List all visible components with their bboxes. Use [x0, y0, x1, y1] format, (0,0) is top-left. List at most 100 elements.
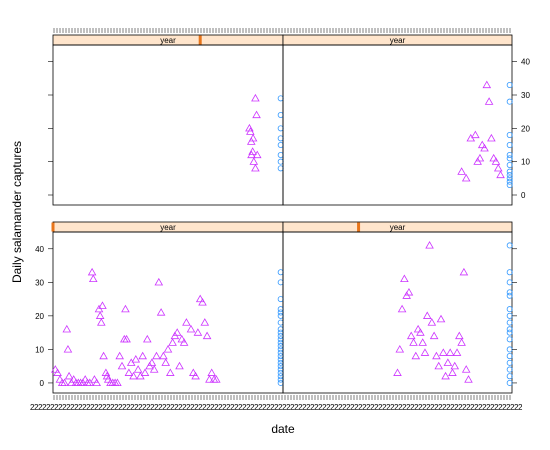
- x-tick-label: 2: [74, 403, 79, 412]
- data-point: [277, 141, 284, 148]
- data-point: [245, 123, 254, 132]
- data-point: [429, 331, 439, 340]
- x-tick-label: 2: [314, 403, 319, 412]
- x-tick-label: 2: [382, 403, 387, 412]
- x-tick-label: 2: [338, 403, 343, 412]
- data-point: [87, 267, 97, 276]
- data-point: [413, 324, 423, 333]
- x-tick-label: 2: [326, 403, 331, 412]
- data-point: [277, 269, 284, 276]
- panel-frame: [52, 231, 284, 394]
- x-tick-label: 2: [342, 403, 347, 412]
- data-point: [138, 351, 147, 360]
- x-tick-label: 2: [222, 403, 227, 412]
- data-point: [101, 368, 111, 376]
- x-tick-label: 2: [146, 403, 151, 412]
- x-axis-title: date: [271, 422, 295, 436]
- x-tick-label: 2: [58, 403, 63, 412]
- y-tick-label: 0: [40, 379, 45, 388]
- x-tick-label: 2: [38, 403, 43, 412]
- x-tick-label: 2: [174, 403, 179, 412]
- strip-label: year: [160, 223, 176, 232]
- strip-level-marker: [51, 222, 55, 232]
- data-point: [182, 318, 191, 326]
- x-tick-label: 2: [166, 403, 171, 412]
- data-point: [129, 371, 138, 380]
- x-tick-label: 2: [478, 403, 483, 412]
- x-tick-label: 2: [322, 403, 327, 412]
- y-tick-label: 20: [35, 312, 44, 321]
- y-axis-left: [48, 61, 53, 196]
- x-tick-label: 2: [230, 403, 235, 412]
- data-point: [98, 301, 107, 309]
- series-triangle: [51, 267, 221, 387]
- x-tick-label: 2: [242, 403, 247, 412]
- data-point: [506, 346, 513, 353]
- data-point: [404, 287, 414, 296]
- data-point: [163, 344, 173, 353]
- x-tick-label: 2: [202, 403, 207, 412]
- x-tick-label: 2: [306, 403, 311, 412]
- x-tick-label: 2: [430, 403, 435, 412]
- x-tick-label: 2: [114, 403, 119, 412]
- x-tick-label: 2: [294, 403, 299, 412]
- data-point: [493, 163, 503, 172]
- x-tick-label: 2: [310, 403, 315, 412]
- x-tick-label: 2: [126, 403, 131, 412]
- x-tick-label: 2: [494, 403, 499, 412]
- data-point: [166, 368, 175, 376]
- data-point: [477, 140, 487, 149]
- x-tick-label: 2: [186, 403, 191, 412]
- x-tick-label: 2: [466, 403, 471, 412]
- data-point: [496, 170, 505, 179]
- x-tick-label: 2: [278, 403, 283, 412]
- data-point: [506, 292, 513, 299]
- data-point: [506, 131, 513, 138]
- data-point: [452, 348, 462, 356]
- x-tick-label: 2: [346, 403, 351, 412]
- x-tick-label: 2: [158, 403, 163, 412]
- x-tick-label: 2: [438, 403, 443, 412]
- strip-label: year: [160, 36, 176, 45]
- data-point: [506, 141, 513, 148]
- data-point: [506, 82, 513, 89]
- data-point: [277, 319, 284, 326]
- data-point: [124, 368, 134, 376]
- data-point: [506, 326, 513, 333]
- x-tick-label: 2: [406, 403, 411, 412]
- y-tick-label: 10: [521, 158, 530, 167]
- data-point: [506, 319, 513, 326]
- x-tick-label: 2: [362, 403, 367, 412]
- data-point: [179, 338, 189, 346]
- x-tick-label: 2: [206, 403, 211, 412]
- bottom-axis-ticks: [53, 395, 511, 400]
- series-triangle: [457, 80, 505, 182]
- panel-frame: [282, 44, 513, 206]
- y-tick-label: 0: [521, 191, 526, 200]
- x-tick-label: 2: [162, 403, 167, 412]
- data-point: [491, 157, 501, 165]
- x-tick-label: 2: [42, 403, 47, 412]
- x-tick-label: 2: [290, 403, 295, 412]
- data-point: [154, 277, 164, 286]
- y-tick-label: 30: [521, 91, 530, 100]
- x-tick-label: 2: [474, 403, 479, 412]
- data-point: [200, 318, 210, 326]
- data-point: [393, 368, 402, 376]
- x-tick-label: 2: [266, 403, 271, 412]
- y-axis-title: Daily salamander captures: [10, 141, 24, 283]
- data-point: [506, 181, 513, 188]
- data-point: [506, 336, 513, 343]
- x-tick-label: 2: [498, 403, 503, 412]
- y-tick-label: 10: [35, 345, 44, 354]
- x-tick-label: 2: [366, 403, 371, 412]
- data-point: [506, 353, 513, 360]
- data-point: [487, 133, 496, 142]
- x-tick-label: 2: [102, 403, 107, 412]
- series-triangle: [245, 93, 262, 172]
- data-point: [506, 373, 513, 380]
- data-point: [172, 328, 182, 336]
- y-tick-label: 40: [35, 245, 44, 254]
- x-tick-label: 2: [254, 403, 259, 412]
